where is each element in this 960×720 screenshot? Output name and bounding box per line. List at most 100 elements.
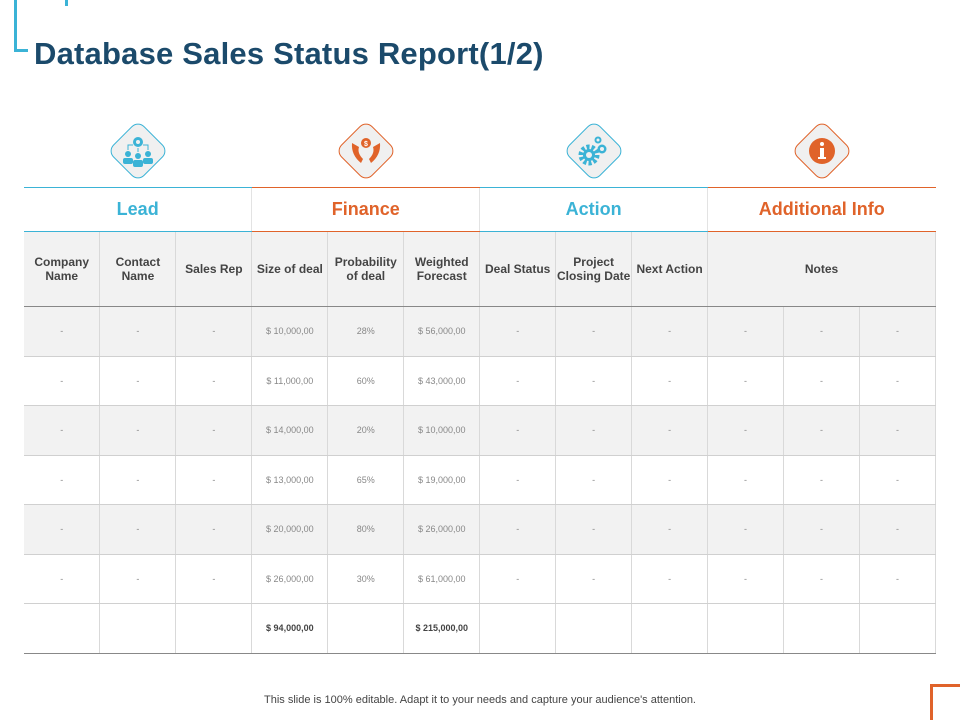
empty-cell: - [175,554,253,604]
col-contact-name: Contact Name [99,231,177,307]
empty-cell: - [479,554,557,604]
empty-cell: - [479,306,557,357]
col-probability: Probability of deal [327,231,405,307]
blank-cell [631,603,709,654]
group-lead: Lead [24,187,252,232]
empty-cell: - [175,405,253,456]
empty-cell: - [24,554,101,604]
forecast-cell: $ 43,000,00 [403,356,481,406]
total-size-cell: $ 94,000,00 [251,603,329,654]
svg-text:$: $ [364,141,368,148]
empty-cell: - [707,455,785,505]
probability-cell: 65% [327,455,405,505]
empty-cell: - [555,554,633,604]
group-action: Action [479,187,708,232]
empty-cell: - [707,504,785,555]
empty-cell: - [555,455,633,505]
column-header-row: Company Name Contact Name Sales Rep Size… [24,231,936,307]
size-cell: $ 11,000,00 [251,356,329,406]
empty-cell: - [175,306,253,357]
probability-cell: 80% [327,504,405,555]
team-gear-icon [106,119,170,183]
col-sales-rep: Sales Rep [175,231,253,307]
blank-cell [783,603,860,654]
col-next-action: Next Action [631,231,709,307]
gears-icon [562,119,626,183]
total-forecast-cell: $ 215,000,00 [403,603,481,654]
empty-cell: - [707,405,785,456]
blank-cell [555,603,633,654]
table-row: - - - $ 26,000,00 30% $ 61,000,00- - - - - - [24,554,937,604]
forecast-cell: $ 61,000,00 [403,554,481,604]
empty-cell: - [175,455,253,505]
forecast-cell: $ 56,000,00 [403,306,481,357]
col-closing-date: Project Closing Date [555,231,633,307]
empty-cell: - [858,356,937,406]
col-company-name: Company Name [24,231,101,307]
probability-cell: 20% [327,405,405,456]
forecast-cell: $ 26,000,00 [403,504,481,555]
empty-cell: - [858,405,937,456]
blank-cell [175,603,253,654]
corner-decoration [930,684,960,720]
hands-dollar-icon: $ [334,119,398,183]
blank-cell [479,603,557,654]
table-row: - - - $ 14,000,00 20% $ 10,000,00- - - - - - [24,405,937,456]
blank-cell [99,603,177,654]
empty-cell: - [858,306,937,357]
group-additional-info: Additional Info [707,187,936,232]
totals-row: $ 94,000,00 $ 215,000,00 [24,603,937,654]
size-cell: $ 14,000,00 [251,405,329,456]
empty-cell: - [24,306,101,357]
empty-cell: - [631,405,709,456]
empty-cell: - [631,554,709,604]
page-title: Database Sales Status Report(1/2) [34,36,544,71]
forecast-cell: $ 10,000,00 [403,405,481,456]
empty-cell: - [783,504,860,555]
probability-cell: 30% [327,554,405,604]
empty-cell: - [707,306,785,357]
empty-cell: - [479,356,557,406]
col-weighted-forecast: Weighted Forecast [403,231,481,307]
empty-cell: - [631,504,709,555]
blank-cell [707,603,785,654]
empty-cell: - [858,554,937,604]
col-size-of-deal: Size of deal [251,231,329,307]
empty-cell: - [175,504,253,555]
size-cell: $ 20,000,00 [251,504,329,555]
empty-cell: - [99,455,177,505]
info-icon [790,119,854,183]
group-header-row: Lead Finance Action Additional Info [24,187,936,232]
empty-cell: - [858,455,937,505]
empty-cell: - [99,356,177,406]
empty-cell: - [631,306,709,357]
empty-cell: - [631,455,709,505]
blank-cell [24,603,101,654]
forecast-cell: $ 19,000,00 [403,455,481,505]
empty-cell: - [175,356,253,406]
probability-cell: 28% [327,306,405,357]
empty-cell: - [631,356,709,406]
corner-decoration [14,0,68,52]
empty-cell: - [555,306,633,357]
empty-cell: - [24,455,101,505]
empty-cell: - [24,504,101,555]
size-cell: $ 10,000,00 [251,306,329,357]
table-row: - - - $ 20,000,00 80% $ 26,000,00- - - - - - [24,504,937,555]
empty-cell: - [783,554,860,604]
table-row: - - - $ 13,000,00 65% $ 19,000,00- - - - - - [24,455,937,505]
empty-cell: - [479,455,557,505]
size-cell: $ 13,000,00 [251,455,329,505]
empty-cell: - [99,405,177,456]
empty-cell: - [99,554,177,604]
empty-cell: - [707,554,785,604]
group-finance: Finance [251,187,480,232]
empty-cell: - [783,405,860,456]
empty-cell: - [858,504,937,555]
blank-cell [327,603,405,654]
sales-status-table: Lead Finance Action Additional Info Comp… [24,187,937,654]
empty-cell: - [555,356,633,406]
table-row: - - - $ 10,000,00 28% $ 56,000,00- - - - - - [24,306,937,357]
empty-cell: - [783,306,860,357]
col-notes: Notes [707,231,936,307]
